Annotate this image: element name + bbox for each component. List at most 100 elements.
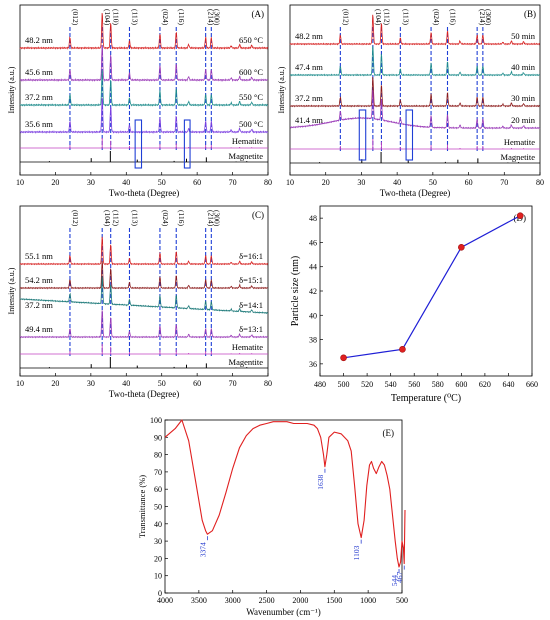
y-axis-label: Transmittance (%) — [137, 475, 147, 538]
y-tick-label: 50 — [154, 503, 162, 512]
peak-label: (012) — [341, 9, 350, 26]
panel-label: (A) — [252, 9, 265, 19]
plot-frame — [164, 419, 403, 594]
y-tick-label: 0 — [158, 589, 162, 598]
x-tick-label: 60 — [193, 178, 201, 187]
highlight-box — [405, 109, 414, 161]
peak-label: (113) — [130, 210, 139, 226]
x-tick-label: 40 — [122, 379, 130, 388]
x-tick-label: 10 — [286, 178, 294, 187]
xrd-panel-1: (B) 10 20 30 40 50 60 70 80 Two-theta (Degree) Int… — [277, 4, 544, 198]
y-tick-label: 30 — [154, 537, 162, 546]
peak-label: (113) — [130, 9, 139, 25]
y-axis-label: Intensity (a.u.) — [7, 66, 16, 113]
peak-label: (024) — [161, 210, 170, 227]
y-tick-label: 100 — [150, 416, 162, 425]
crystallite-size-label: 45.6 nm — [25, 67, 53, 77]
x-tick-label: 500 — [396, 596, 408, 605]
x-tick-label: 50 — [429, 178, 437, 187]
data-point — [516, 212, 524, 220]
y-axis-label: Particle size (nm) — [290, 256, 301, 327]
x-tick-label: 480 — [314, 380, 326, 389]
x-tick-label: 60 — [193, 379, 201, 388]
x-tick-label: 50 — [158, 178, 166, 187]
crystallite-size-label: 54.2 nm — [25, 275, 53, 285]
size-trend-line — [343, 215, 521, 359]
ftir-spectrum-line — [164, 419, 406, 568]
y-tick-label: 90 — [154, 433, 162, 442]
y-axis-label: Intensity (a.u.) — [277, 66, 286, 113]
x-axis-label: Two-theta (Degree) — [380, 188, 451, 198]
series-label: δ=14:1 — [239, 300, 263, 310]
peak-label: (024) — [161, 9, 170, 26]
xrd-pattern-line — [19, 45, 268, 83]
x-tick-label: 70 — [500, 178, 508, 187]
x-tick-label: 660 — [526, 380, 538, 389]
peak-label: (300) — [212, 210, 221, 227]
series-label: 600 °C — [239, 67, 263, 77]
band-label: 1638 — [316, 474, 325, 489]
crystallite-size-label: 41.4 nm — [295, 115, 323, 125]
xrd-pattern-line — [19, 97, 269, 134]
peak-label: (104) — [374, 9, 383, 26]
magnetite-label: Magnetite — [501, 152, 536, 162]
peak-label: (300) — [484, 9, 493, 26]
x-tick-label: 20 — [51, 379, 59, 388]
peak-label: (104) — [103, 210, 112, 227]
data-point — [340, 354, 347, 362]
band-label: 3374 — [198, 542, 207, 557]
x-tick-label: 4000 — [157, 596, 173, 605]
panel-label: (C) — [252, 210, 264, 220]
ftir-panel: (E) 4000 3500 3000 2500 2000 1500 1000 500 0 10 20 3… — [137, 416, 408, 617]
data-point — [399, 345, 406, 353]
series-label: 550 °C — [239, 92, 263, 102]
series-label: 20 min — [511, 115, 536, 125]
peak-label: (116) — [177, 9, 186, 25]
x-tick-label: 10 — [16, 178, 24, 187]
x-tick-label: 20 — [51, 178, 59, 187]
y-tick-label: 48 — [309, 214, 317, 223]
x-tick-label: 520 — [361, 380, 373, 389]
series-label: 40 min — [511, 62, 536, 72]
magnetite-label: Magnetite — [229, 151, 264, 161]
x-tick-label: 540 — [385, 380, 397, 389]
peak-label: (113) — [401, 9, 410, 25]
y-tick-label: 38 — [309, 336, 317, 345]
peak-label: (214) — [478, 9, 487, 26]
panel-label: (E) — [383, 428, 395, 438]
band-label: 467 — [395, 571, 404, 583]
x-tick-label: 60 — [465, 178, 473, 187]
x-tick-label: 80 — [264, 379, 272, 388]
plot-frame — [319, 205, 533, 377]
peak-label: (116) — [449, 9, 458, 25]
magnetite-label: Magentite — [229, 357, 264, 367]
x-tick-label: 40 — [122, 178, 130, 187]
plot-frame — [19, 205, 269, 377]
y-tick-label: 40 — [309, 311, 317, 320]
x-tick-label: 2500 — [259, 596, 275, 605]
y-tick-label: 44 — [309, 263, 317, 272]
x-tick-label: 3000 — [225, 596, 241, 605]
xrd-pattern-line — [19, 236, 269, 266]
band-label: 544 — [390, 575, 399, 587]
peak-label: (116) — [177, 210, 186, 226]
xrd-panel-0: (A) 10 20 30 40 50 60 70 80 Two-theta (Degree) Int… — [7, 4, 272, 198]
x-tick-label: 500 — [338, 380, 350, 389]
x-tick-label: 2000 — [292, 596, 308, 605]
x-tick-label: 50 — [158, 379, 166, 388]
crystallite-size-label: 55.1 nm — [25, 251, 53, 261]
crystallite-size-label: 48.2 nm — [295, 31, 323, 41]
peak-label: (012) — [71, 9, 80, 26]
x-tick-label: 600 — [455, 380, 467, 389]
x-tick-label: 30 — [87, 379, 95, 388]
y-tick-label: 42 — [309, 287, 317, 296]
plot-frame — [289, 4, 541, 176]
peak-label: (104) — [103, 9, 112, 26]
x-axis-label: Wavenumber (cm⁻¹) — [246, 607, 320, 617]
xrd-pattern-line — [19, 70, 269, 107]
series-label: 650 °C — [239, 35, 263, 45]
x-tick-label: 40 — [393, 178, 401, 187]
hematite-label: Hematite — [504, 137, 535, 147]
y-tick-label: 20 — [154, 554, 162, 563]
